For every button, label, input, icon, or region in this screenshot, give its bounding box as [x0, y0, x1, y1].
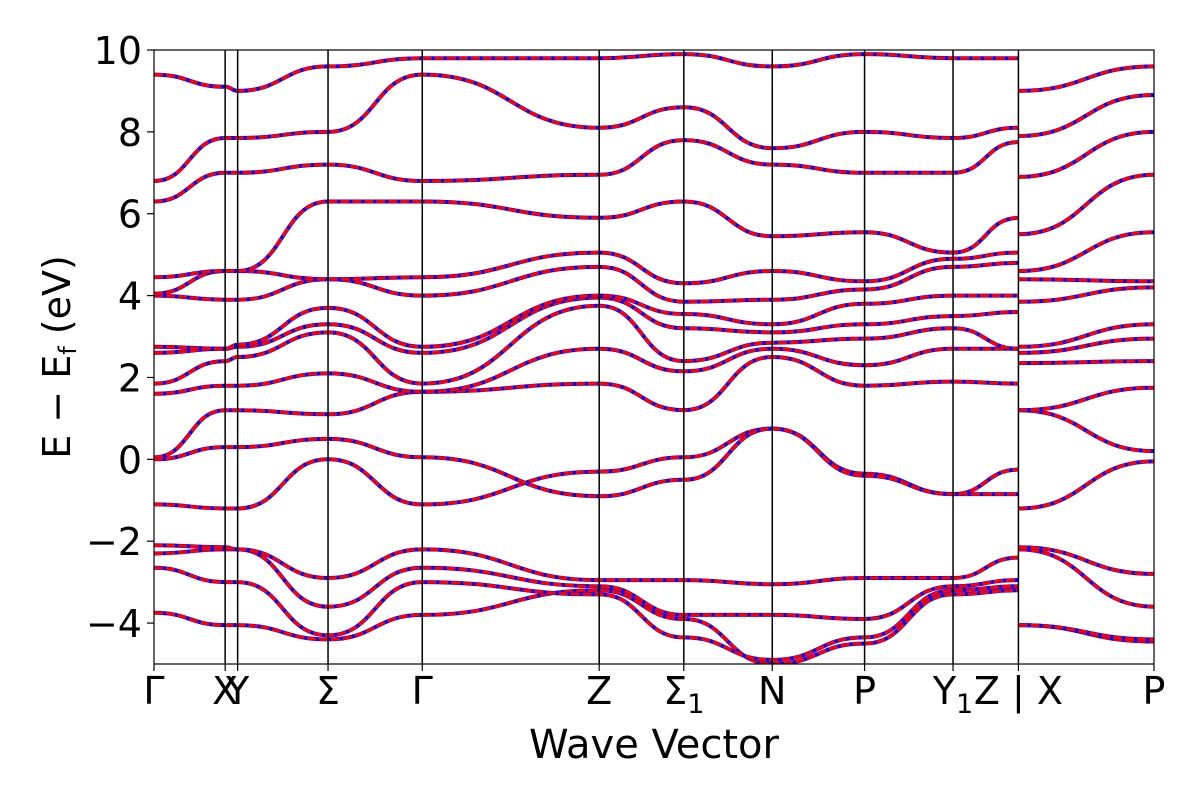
x-tick-label: P	[1143, 669, 1166, 713]
y-axis-label-main: E − E	[35, 355, 79, 459]
band-8-reference	[154, 303, 1154, 386]
x-tick-label: P	[853, 669, 876, 713]
band-5-overlay	[154, 408, 1154, 498]
band-16-overlay	[154, 52, 1154, 93]
band-7-reference	[154, 346, 1154, 396]
band-6-overlay	[154, 355, 1154, 459]
y-tick-label: −2	[86, 520, 142, 564]
band-8-overlay	[154, 304, 1154, 386]
plot-frame	[153, 49, 1155, 665]
band-14-overlay	[154, 130, 1154, 204]
x-tick-label: Σ1	[663, 669, 704, 720]
x-axis-label: Wave Vector	[529, 722, 780, 768]
y-tick-label: 10	[94, 29, 142, 73]
y-tick-label: 6	[118, 193, 142, 237]
band-3-reference	[154, 543, 1154, 587]
y-axis-label-sub: f	[54, 346, 82, 355]
x-tick-label: N	[758, 669, 786, 713]
x-axis: Γ XY Σ Γ Z Σ1 N P Y1 Z | X P	[143, 664, 1165, 720]
x-tick-label: Z | X	[974, 669, 1063, 714]
y-axis: −4 −2 0 2 4 6 8 10	[86, 29, 154, 646]
band-3-overlay	[154, 543, 1154, 586]
x-tick-label: Σ	[316, 669, 340, 713]
y-tick-label: 8	[118, 111, 142, 155]
x-tick-label: Γ	[412, 669, 433, 713]
band-10-overlay	[154, 285, 1154, 351]
kpoint-lines	[224, 50, 1020, 664]
y-axis-label-unit: (eV)	[35, 255, 79, 346]
y-axis-label: E − Ef (eV)	[35, 255, 82, 459]
y-tick-label: 0	[118, 438, 142, 482]
x-tick-label: Z	[586, 669, 612, 713]
x-tick-label: Γ	[143, 669, 164, 713]
y-tick-label: −4	[86, 602, 142, 646]
y-tick-label: 4	[118, 275, 142, 319]
band-11-overlay	[154, 261, 1154, 304]
band-2-overlay	[154, 547, 1154, 621]
x-tick-label: Y	[225, 669, 250, 713]
bands-layer	[154, 52, 1154, 664]
band-9-reference	[154, 295, 1154, 355]
band-6-reference	[154, 354, 1154, 460]
y-tick-label: 2	[118, 356, 142, 400]
band-7-overlay	[154, 347, 1154, 396]
x-tick-label: Y1	[932, 669, 973, 720]
x-tick-label: X	[212, 669, 238, 713]
